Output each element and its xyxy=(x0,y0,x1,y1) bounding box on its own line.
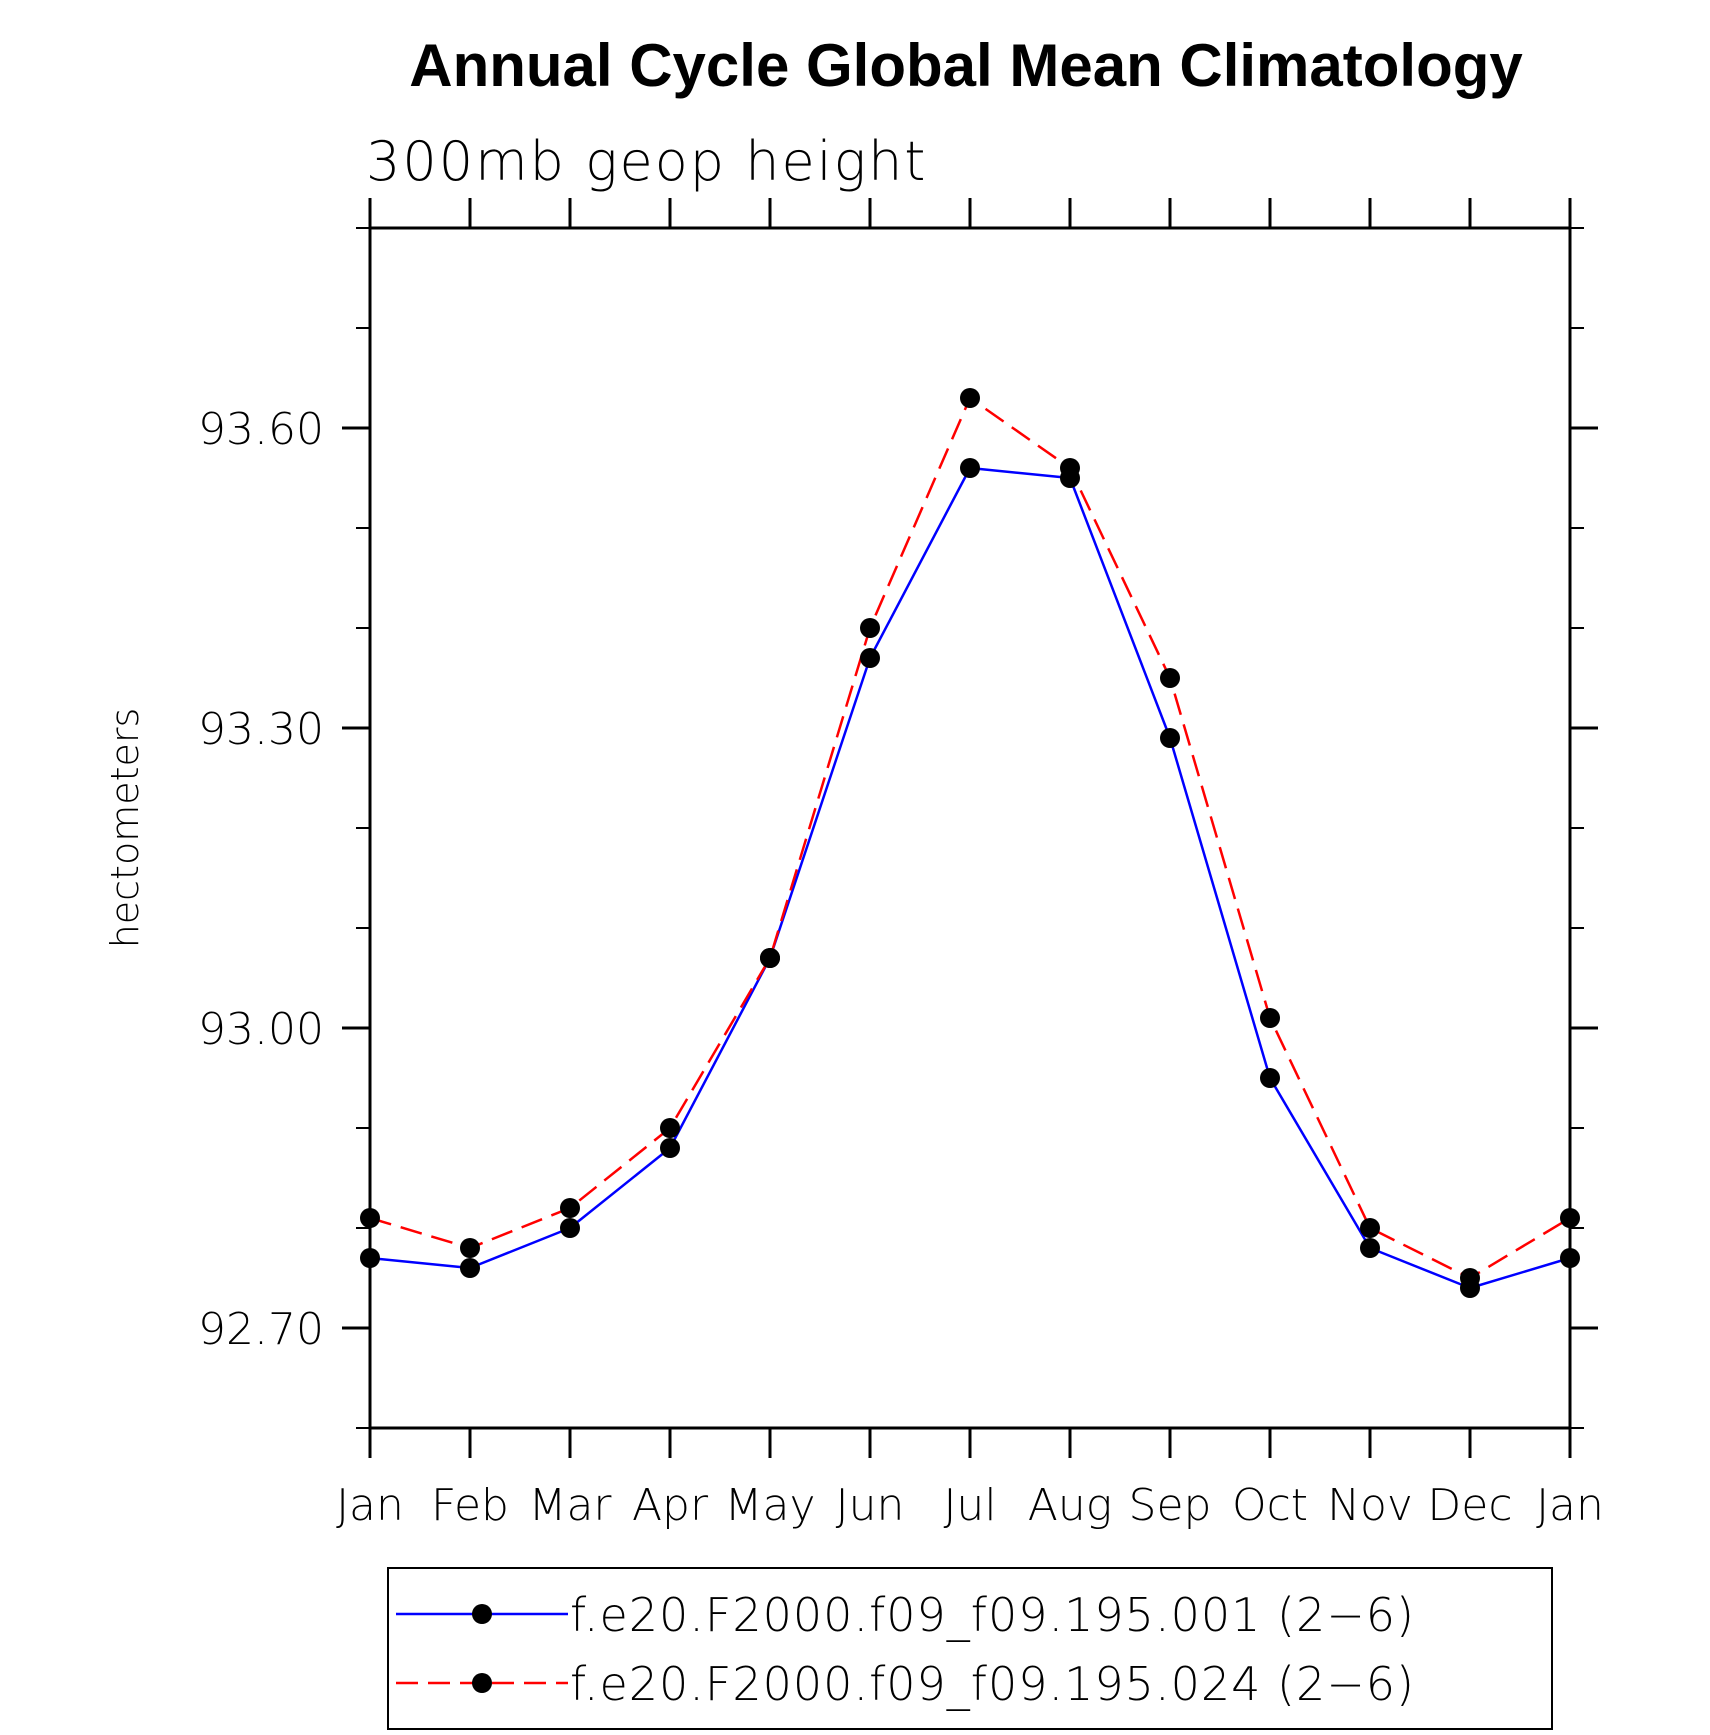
x-tick-label: Dec xyxy=(1427,1480,1512,1531)
series-1-point xyxy=(860,648,880,668)
series-2-point xyxy=(360,1208,380,1228)
legend-swatch-marker xyxy=(472,1604,492,1624)
x-tick-label: Jun xyxy=(836,1480,905,1531)
legend-label: f.e20.F2000.f09_f09.195.024 (2−6) xyxy=(570,1657,1415,1711)
series-1-point xyxy=(1560,1248,1580,1268)
plot-series xyxy=(360,388,1580,1298)
x-tick-label: Jan xyxy=(336,1480,404,1531)
chart-title: Annual Cycle Global Mean Climatology xyxy=(409,32,1523,99)
axes: Jan Feb Mar Apr May Jun Jul Aug Sep Oct Nov Dec Jan 9… xyxy=(198,198,1604,1531)
series-line-2 xyxy=(369,396,1571,1280)
series-1-point xyxy=(460,1258,480,1278)
series-1-point xyxy=(1260,1068,1280,1088)
series-2-point xyxy=(860,618,880,638)
legend-label: f.e20.F2000.f09_f09.195.001 (2−6) xyxy=(570,1588,1415,1642)
legend-box xyxy=(387,1567,1553,1730)
y-axis-label: hectometers xyxy=(103,708,147,949)
x-tick-label: Jul xyxy=(943,1480,996,1531)
series-1-point xyxy=(1160,728,1180,748)
series-1-point xyxy=(560,1218,580,1238)
series-1-point xyxy=(360,1248,380,1268)
series-2-point xyxy=(1560,1208,1580,1228)
series-2-point xyxy=(1360,1218,1380,1238)
series-2-point xyxy=(1260,1008,1280,1028)
series-2-point xyxy=(460,1238,480,1258)
x-tick-label: Jan xyxy=(1536,1480,1604,1531)
series-2-point xyxy=(560,1198,580,1218)
y-tick-label: 93.60 xyxy=(198,404,324,455)
series-1-point xyxy=(960,458,980,478)
x-tick-label: Apr xyxy=(632,1480,709,1531)
series-2-point xyxy=(1060,458,1080,478)
series-2-point xyxy=(1460,1268,1480,1288)
legend-swatch-marker xyxy=(472,1673,492,1693)
series-2-point xyxy=(760,948,780,968)
y-tick-label: 93.00 xyxy=(198,1004,324,1055)
series-2-point xyxy=(960,388,980,408)
series-1-point xyxy=(1360,1238,1380,1258)
chart-subtitle: 300mb geop height xyxy=(366,130,927,193)
legend: f.e20.F2000.f09_f09.195.001 (2−6) f.e20.F… xyxy=(387,1567,1553,1730)
y-tick-label: 93.30 xyxy=(198,704,324,755)
series-2-point xyxy=(1160,668,1180,688)
x-tick-label: Mar xyxy=(528,1480,612,1531)
x-tick-label: Nov xyxy=(1327,1480,1413,1531)
series-2-point xyxy=(660,1118,680,1138)
x-tick-label: Feb xyxy=(431,1480,509,1531)
x-tick-label: Sep xyxy=(1129,1480,1212,1531)
x-tick-label: Oct xyxy=(1232,1480,1308,1531)
y-tick-label: 92.70 xyxy=(198,1304,324,1355)
x-tick-label: May xyxy=(725,1480,816,1531)
series-1-point xyxy=(660,1138,680,1158)
series-line-1 xyxy=(369,466,1571,1290)
x-tick-label: Aug xyxy=(1028,1480,1112,1531)
